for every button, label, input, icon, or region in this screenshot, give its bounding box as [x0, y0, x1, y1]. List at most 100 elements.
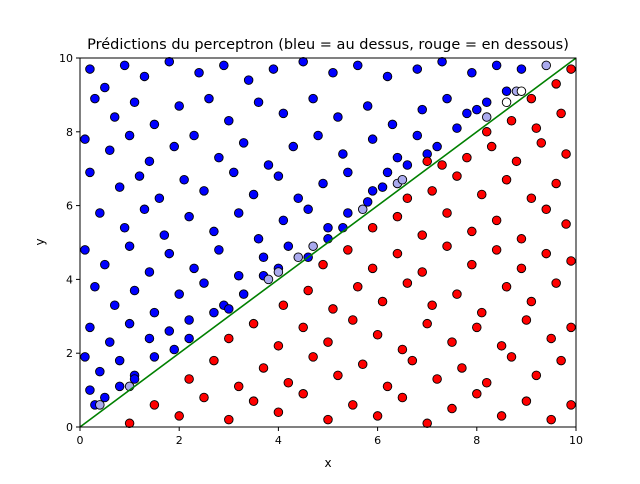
point-series-0 [214, 152, 224, 163]
point-series-1 [397, 344, 408, 355]
point-series-0 [144, 333, 155, 344]
x-axis-label: x [324, 456, 331, 470]
y-tick-label: 8 [66, 126, 73, 139]
point-series-1 [467, 259, 477, 270]
point-series-1 [224, 414, 234, 425]
point-series-0 [154, 193, 165, 203]
point-series-0 [338, 149, 348, 159]
point-series-1 [367, 222, 378, 233]
point-series-1 [452, 289, 462, 299]
point-series-0 [139, 71, 150, 82]
point-series-0 [95, 366, 105, 377]
point-series-0 [377, 182, 388, 192]
point-series-0 [164, 56, 175, 67]
point-series-1 [283, 377, 294, 388]
point-series-0 [199, 186, 209, 196]
point-series-0 [164, 248, 175, 259]
point-series-0 [114, 381, 125, 392]
decision-line [79, 57, 577, 428]
point-series-0 [323, 222, 333, 233]
point-series-1 [531, 370, 542, 381]
point-series-0 [224, 115, 234, 126]
point-series-0 [481, 97, 492, 108]
point-series-0 [129, 285, 140, 296]
point-series-1 [353, 282, 363, 292]
point-series-1 [556, 355, 566, 366]
point-series-0 [263, 160, 274, 170]
point-series-1 [422, 156, 432, 167]
x-tick-label: 10 [569, 434, 583, 447]
point-series-0 [501, 86, 512, 96]
point-series-1 [526, 93, 537, 104]
point-series-1 [521, 315, 532, 325]
point-series-2 [397, 175, 408, 185]
point-series-0 [452, 123, 462, 133]
point-series-0 [238, 289, 249, 299]
point-series-1 [382, 381, 393, 392]
point-series-1 [422, 418, 432, 429]
point-series-1 [184, 374, 194, 384]
point-series-0 [367, 186, 378, 196]
point-series-1 [367, 263, 378, 274]
point-series-0 [80, 134, 90, 144]
point-series-0 [179, 175, 189, 185]
point-series-1 [432, 374, 442, 384]
point-series-1 [437, 160, 447, 170]
point-series-2 [263, 274, 274, 285]
point-series-1 [472, 322, 482, 333]
point-series-1 [377, 296, 388, 307]
point-series-2 [308, 241, 318, 251]
point-series-0 [85, 64, 95, 74]
ticks-layer: 0 2 4 6 8 10 0 2 4 6 8 10 [59, 52, 583, 447]
point-series-1 [318, 259, 328, 270]
point-series-1 [447, 337, 457, 347]
point-series-0 [343, 167, 353, 178]
point-series-1 [308, 352, 318, 362]
point-series-1 [546, 333, 556, 344]
point-series-0 [124, 241, 135, 251]
point-series-0 [362, 101, 373, 111]
point-series-1 [496, 411, 507, 421]
y-tick-label: 0 [66, 421, 73, 434]
point-series-3 [516, 86, 527, 96]
y-tick-label: 2 [66, 347, 73, 360]
point-series-1 [417, 230, 427, 240]
point-series-1 [427, 300, 437, 310]
plot-frame [79, 57, 577, 428]
point-series-1 [526, 193, 537, 203]
point-series-1 [501, 175, 512, 185]
point-series-0 [80, 245, 90, 255]
point-series-0 [367, 134, 378, 144]
point-series-0 [417, 104, 427, 115]
point-series-1 [551, 178, 561, 189]
point-series-1 [467, 226, 477, 237]
point-series-1 [278, 300, 289, 310]
point-series-1 [333, 370, 343, 381]
point-series-0 [164, 326, 175, 336]
point-series-0 [109, 112, 120, 122]
point-series-3 [501, 97, 512, 108]
point-series-1 [427, 186, 437, 196]
point-series-1 [477, 307, 487, 318]
point-series-0 [184, 333, 194, 344]
point-series-0 [209, 307, 219, 318]
point-series-1 [541, 204, 551, 215]
point-series-0 [100, 259, 110, 270]
point-series-0 [238, 138, 249, 148]
point-series-1 [392, 248, 403, 259]
point-series-0 [382, 167, 393, 178]
point-series-1 [551, 278, 561, 288]
point-series-1 [486, 141, 497, 152]
point-series-0 [313, 130, 323, 141]
point-series-1 [298, 389, 308, 399]
point-series-2 [95, 400, 105, 410]
point-series-0 [144, 267, 155, 277]
point-series-0 [412, 64, 423, 74]
point-series-0 [80, 352, 90, 362]
point-series-0 [209, 226, 219, 237]
point-series-0 [174, 101, 184, 111]
point-series-1 [258, 363, 269, 373]
point-series-0 [129, 97, 140, 108]
point-series-1 [457, 363, 467, 373]
